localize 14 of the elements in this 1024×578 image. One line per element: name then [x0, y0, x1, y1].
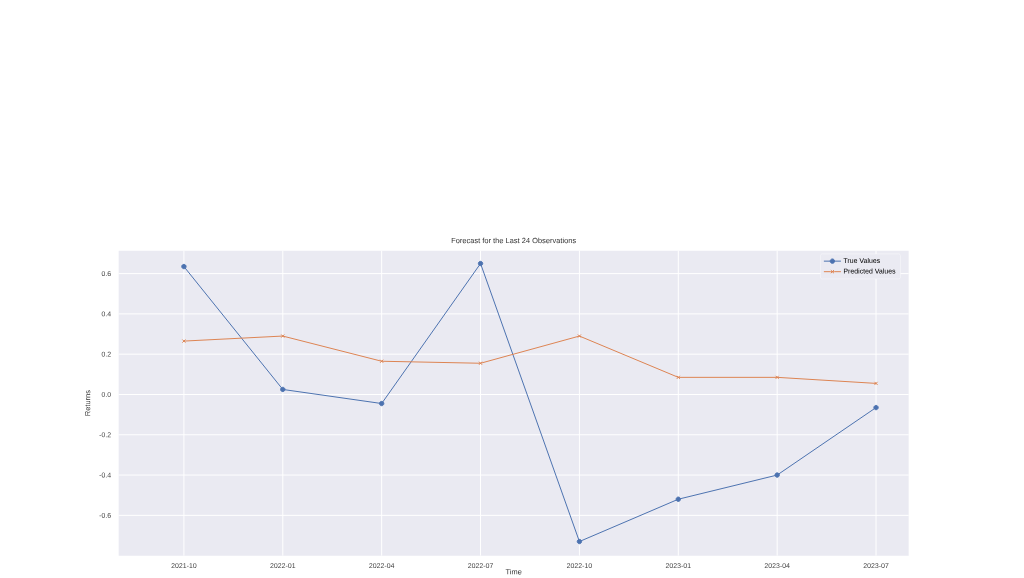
- point: [280, 334, 285, 339]
- point: [478, 361, 483, 366]
- point: [873, 405, 879, 411]
- point: [477, 260, 484, 267]
- point: [181, 263, 187, 270]
- point: [577, 334, 582, 339]
- point: [576, 538, 583, 545]
- point: [675, 496, 681, 503]
- point: [775, 375, 780, 380]
- point: [378, 400, 385, 407]
- point: [774, 472, 780, 478]
- point: [676, 375, 681, 380]
- point: [379, 359, 384, 364]
- point: [280, 386, 286, 393]
